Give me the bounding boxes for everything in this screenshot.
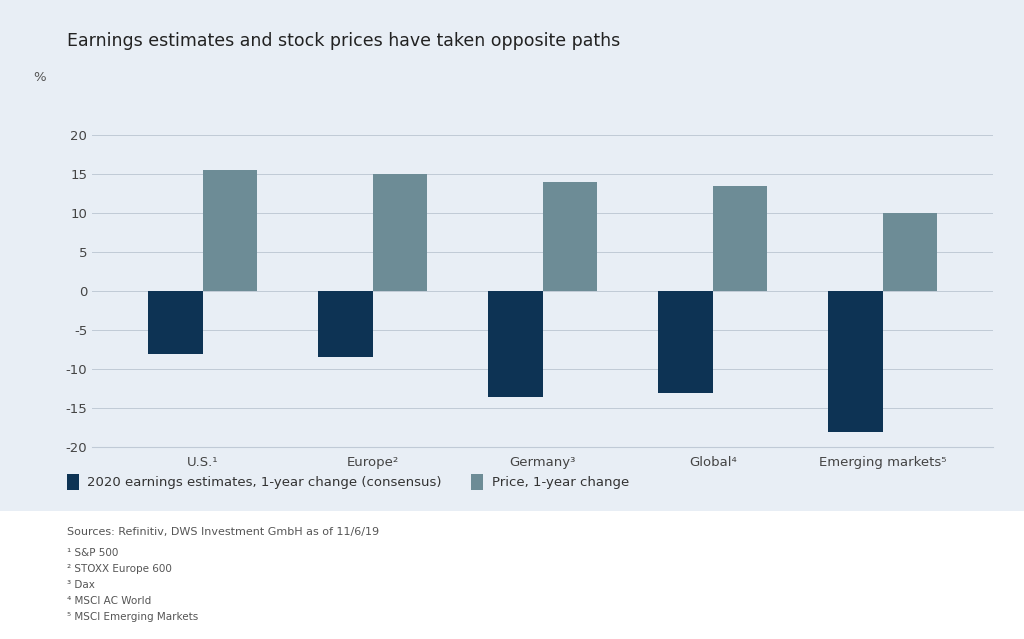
Text: Price, 1-year change: Price, 1-year change [492,476,629,489]
Text: ¹ S&P 500: ¹ S&P 500 [67,548,118,558]
Bar [828,291,883,432]
Text: ³ Dax: ³ Dax [67,580,94,590]
Text: Earnings estimates and stock prices have taken opposite paths: Earnings estimates and stock prices have… [67,32,620,50]
Bar [713,186,767,291]
Bar [658,291,713,392]
Text: Sources: Refinitiv, DWS Investment GmbH as of 11/6/19: Sources: Refinitiv, DWS Investment GmbH … [67,527,379,537]
Bar [318,291,373,357]
Text: ⁴ MSCI AC World: ⁴ MSCI AC World [67,596,151,606]
Text: %: % [34,71,46,84]
Bar [488,291,543,397]
Bar [543,181,597,291]
Text: 2020 earnings estimates, 1-year change (consensus): 2020 earnings estimates, 1-year change (… [87,476,441,489]
Bar [373,174,427,291]
Text: ² STOXX Europe 600: ² STOXX Europe 600 [67,564,171,574]
Bar [883,213,937,291]
Bar [148,291,203,353]
Text: ⁵ MSCI Emerging Markets: ⁵ MSCI Emerging Markets [67,612,198,622]
Bar [203,170,257,291]
